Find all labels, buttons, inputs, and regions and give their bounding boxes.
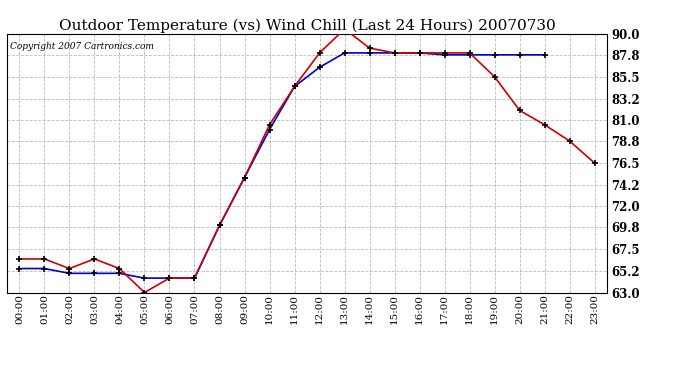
Title: Outdoor Temperature (vs) Wind Chill (Last 24 Hours) 20070730: Outdoor Temperature (vs) Wind Chill (Las… <box>59 18 555 33</box>
Text: Copyright 2007 Cartronics.com: Copyright 2007 Cartronics.com <box>10 42 154 51</box>
